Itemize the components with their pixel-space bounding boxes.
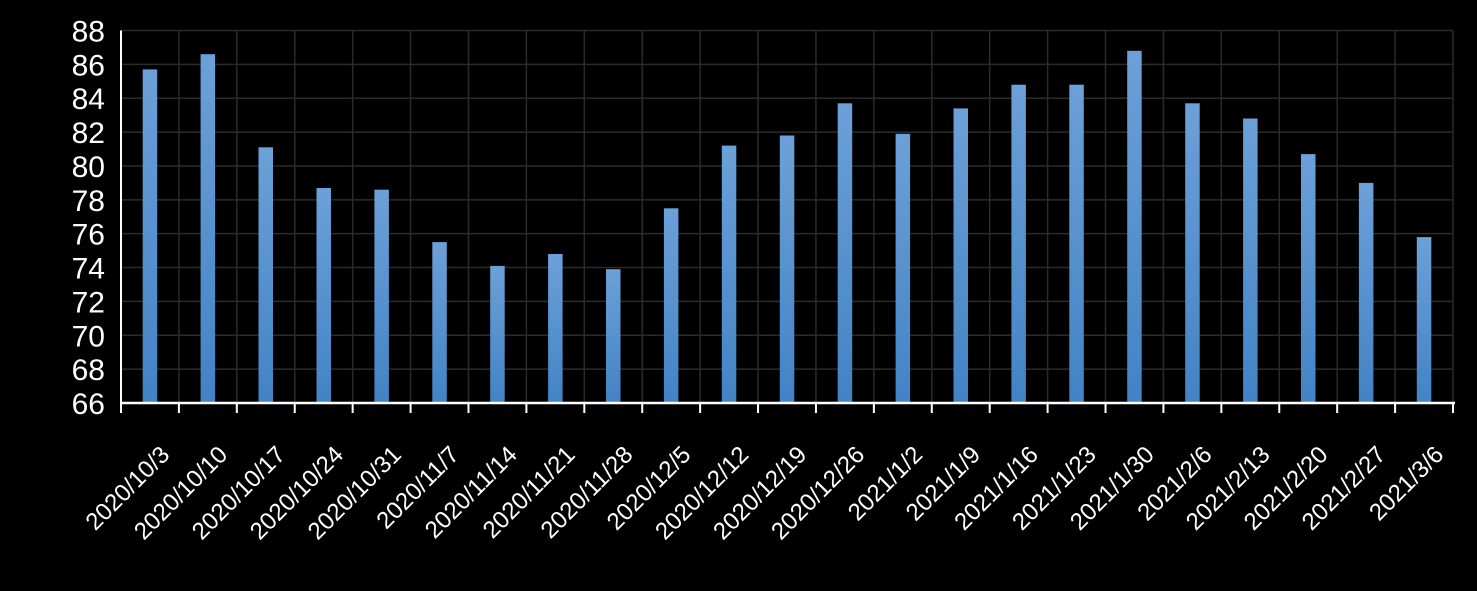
bar [1416,237,1432,403]
bar [779,135,795,403]
y-axis-label: 78 [72,185,105,218]
bar [1069,84,1084,403]
y-axis-label: 88 [72,16,105,49]
bar [1358,182,1374,403]
bar [258,147,273,403]
bar [837,103,853,404]
bar [432,242,447,403]
bar [316,188,331,403]
y-axis-label: 84 [72,83,105,116]
bar-series [142,50,1432,404]
bar [1243,118,1258,403]
bar [1185,103,1200,404]
y-axis-label: 82 [72,117,105,150]
bar [953,108,968,404]
bar [1127,50,1142,404]
bar [548,254,563,403]
bar [490,265,505,403]
bar [606,269,621,403]
y-axis-label: 70 [72,320,105,353]
bar [142,69,158,404]
bar [663,208,679,403]
y-axis-label: 80 [72,151,105,184]
bar [1011,84,1026,403]
bar [721,145,737,403]
bar [200,54,216,403]
y-axis-label: 74 [72,253,105,286]
y-axis-label: 72 [72,286,105,319]
axes [120,30,1455,413]
y-axis-label: 68 [72,354,105,387]
bar [1301,154,1316,403]
y-axis-label: 66 [72,388,105,421]
y-axis-label: 86 [72,49,105,82]
bar [374,189,389,403]
y-axis-label: 76 [72,219,105,252]
bar [895,133,911,404]
